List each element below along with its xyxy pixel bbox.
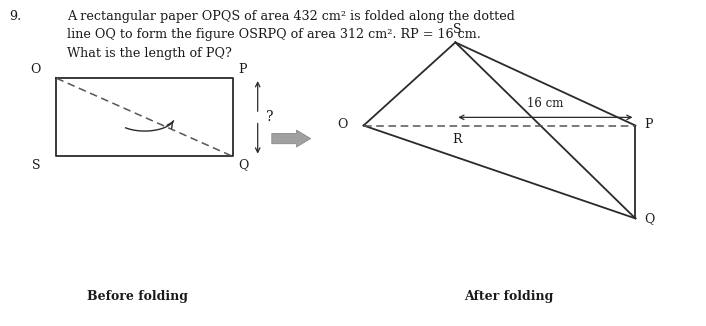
Text: Q: Q	[239, 158, 249, 171]
Text: O: O	[30, 63, 41, 76]
Text: ?: ?	[266, 111, 274, 124]
Text: R: R	[452, 133, 462, 146]
Text: Before folding: Before folding	[87, 290, 189, 303]
Text: A rectangular paper OPQS of area 432 cm² is folded along the dotted
line OQ to f: A rectangular paper OPQS of area 432 cm²…	[67, 10, 515, 60]
Text: P: P	[644, 118, 652, 131]
Text: 9.: 9.	[9, 10, 21, 23]
Text: Q: Q	[644, 212, 654, 225]
FancyArrow shape	[272, 130, 311, 147]
Text: S: S	[32, 159, 41, 172]
Text: S: S	[453, 23, 461, 36]
Text: 16 cm: 16 cm	[527, 97, 563, 110]
Text: After folding: After folding	[464, 290, 553, 303]
Text: O: O	[337, 118, 348, 131]
Text: P: P	[239, 63, 247, 76]
